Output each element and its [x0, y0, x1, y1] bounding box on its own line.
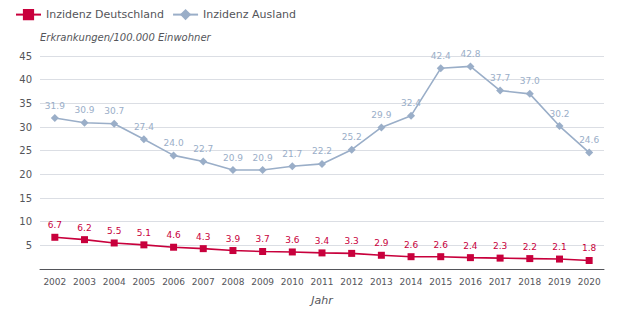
svg-text:2.9: 2.9: [374, 238, 389, 248]
svg-text:2015: 2015: [429, 277, 452, 287]
svg-text:2016: 2016: [459, 277, 482, 287]
svg-text:2011: 2011: [311, 277, 334, 287]
svg-text:2017: 2017: [489, 277, 512, 287]
svg-text:2014: 2014: [400, 277, 423, 287]
svg-text:29.9: 29.9: [371, 110, 391, 120]
svg-text:27.4: 27.4: [134, 122, 154, 132]
svg-text:24.0: 24.0: [164, 138, 184, 148]
svg-text:10: 10: [19, 216, 32, 227]
svg-text:2012: 2012: [340, 277, 363, 287]
svg-text:22.7: 22.7: [193, 144, 213, 154]
svg-text:4.3: 4.3: [196, 232, 210, 242]
svg-text:6.7: 6.7: [48, 220, 62, 230]
svg-text:2.2: 2.2: [523, 242, 537, 252]
svg-text:31.9: 31.9: [45, 101, 65, 111]
svg-text:30.7: 30.7: [104, 106, 124, 116]
svg-text:6.2: 6.2: [77, 223, 91, 233]
svg-text:5.1: 5.1: [137, 228, 151, 238]
svg-text:32.4: 32.4: [401, 98, 421, 108]
svg-text:3.9: 3.9: [226, 234, 241, 244]
svg-text:40: 40: [19, 74, 32, 85]
svg-text:20.9: 20.9: [253, 153, 273, 163]
svg-text:25: 25: [19, 145, 32, 156]
svg-text:25.2: 25.2: [342, 132, 362, 142]
svg-text:1.8: 1.8: [582, 243, 597, 253]
svg-text:Inzidenz Deutschland: Inzidenz Deutschland: [46, 8, 164, 21]
svg-text:30.9: 30.9: [75, 105, 95, 115]
svg-text:20: 20: [19, 169, 32, 180]
svg-text:2013: 2013: [370, 277, 393, 287]
svg-text:37.7: 37.7: [490, 73, 510, 83]
svg-text:3.4: 3.4: [315, 236, 330, 246]
svg-text:21.7: 21.7: [282, 149, 302, 159]
svg-text:5: 5: [26, 240, 32, 251]
svg-text:2010: 2010: [281, 277, 304, 287]
svg-text:22.2: 22.2: [312, 146, 332, 156]
svg-text:2.4: 2.4: [463, 241, 478, 251]
svg-text:2018: 2018: [518, 277, 541, 287]
svg-text:3.6: 3.6: [285, 235, 300, 245]
svg-text:42.8: 42.8: [460, 49, 480, 59]
svg-text:3.7: 3.7: [255, 234, 269, 244]
svg-text:2.3: 2.3: [493, 241, 507, 251]
svg-text:2004: 2004: [103, 277, 126, 287]
svg-text:4.6: 4.6: [166, 230, 181, 240]
svg-text:2009: 2009: [251, 277, 274, 287]
svg-text:30.2: 30.2: [549, 109, 569, 119]
svg-text:2.6: 2.6: [434, 240, 449, 250]
svg-text:37.0: 37.0: [520, 76, 540, 86]
svg-text:2.1: 2.1: [552, 242, 566, 252]
svg-text:45: 45: [19, 51, 32, 62]
svg-text:Jahr: Jahr: [309, 294, 334, 307]
svg-text:2007: 2007: [192, 277, 215, 287]
svg-text:Erkrankungen/100.000 Einwohner: Erkrankungen/100.000 Einwohner: [40, 32, 212, 43]
svg-text:2005: 2005: [132, 277, 155, 287]
svg-text:20.9: 20.9: [223, 153, 243, 163]
svg-text:42.4: 42.4: [431, 51, 451, 61]
svg-text:2003: 2003: [73, 277, 96, 287]
svg-text:2006: 2006: [162, 277, 185, 287]
svg-text:2020: 2020: [578, 277, 601, 287]
svg-text:30: 30: [19, 122, 32, 133]
svg-text:35: 35: [19, 98, 32, 109]
svg-text:3.3: 3.3: [345, 236, 359, 246]
svg-text:5.5: 5.5: [107, 226, 121, 236]
svg-text:2008: 2008: [221, 277, 244, 287]
svg-text:15: 15: [19, 193, 32, 204]
svg-text:24.6: 24.6: [579, 135, 599, 145]
svg-text:Inzidenz Ausland: Inzidenz Ausland: [203, 8, 296, 21]
svg-text:2019: 2019: [548, 277, 571, 287]
svg-text:2.6: 2.6: [404, 240, 419, 250]
svg-text:2002: 2002: [43, 277, 66, 287]
